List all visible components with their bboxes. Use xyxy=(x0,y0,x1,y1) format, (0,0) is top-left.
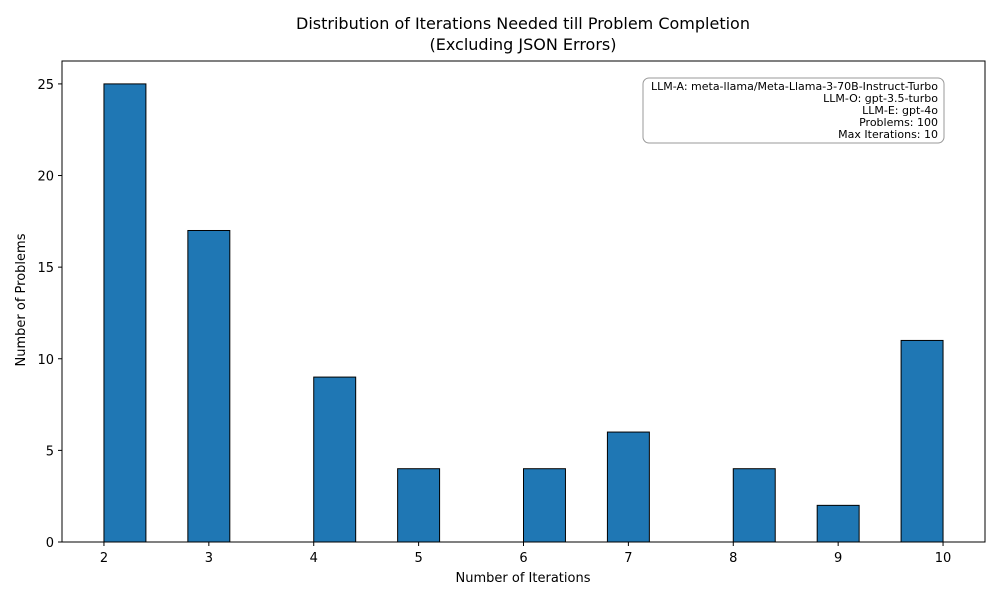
x-tick-label: 8 xyxy=(729,551,737,566)
x-tick-label: 4 xyxy=(310,551,318,566)
histogram-bar xyxy=(817,505,859,542)
x-tick-label: 2 xyxy=(100,551,108,566)
x-tick-label: 6 xyxy=(519,551,527,566)
histogram-bar xyxy=(733,469,775,542)
histogram-bar xyxy=(901,340,943,542)
histogram-bar xyxy=(524,469,566,542)
x-tick-label: 3 xyxy=(205,551,213,566)
x-axis-ticks: 2 3 4 5 6 7 8 9 10 xyxy=(100,542,952,566)
annotation-box: LLM-A: meta-llama/Meta-Llama-3-70B-Instr… xyxy=(643,78,944,143)
histogram-bar xyxy=(398,469,440,542)
histogram-bar xyxy=(188,230,230,542)
y-tick-label: 10 xyxy=(37,353,54,368)
y-tick-label: 25 xyxy=(37,78,54,93)
annotation-line: Max Iterations: 10 xyxy=(838,128,938,141)
y-tick-label: 20 xyxy=(37,170,54,185)
histogram-bar xyxy=(104,84,146,542)
x-tick-label: 9 xyxy=(834,551,842,566)
y-axis-ticks: 0 5 10 15 20 25 xyxy=(37,78,62,551)
y-tick-label: 5 xyxy=(46,444,54,459)
y-tick-label: 0 xyxy=(46,536,54,551)
chart-subtitle: (Excluding JSON Errors) xyxy=(429,35,616,54)
bars-group xyxy=(104,84,943,542)
chart-title: Distribution of Iterations Needed till P… xyxy=(296,14,750,33)
y-tick-label: 15 xyxy=(37,261,54,276)
histogram-bar xyxy=(607,432,649,542)
y-axis-label: Number of Problems xyxy=(14,233,29,366)
x-tick-label: 10 xyxy=(935,551,952,566)
x-tick-label: 7 xyxy=(624,551,632,566)
x-tick-label: 5 xyxy=(414,551,422,566)
histogram-bar xyxy=(314,377,356,542)
x-axis-label: Number of Iterations xyxy=(456,571,591,586)
